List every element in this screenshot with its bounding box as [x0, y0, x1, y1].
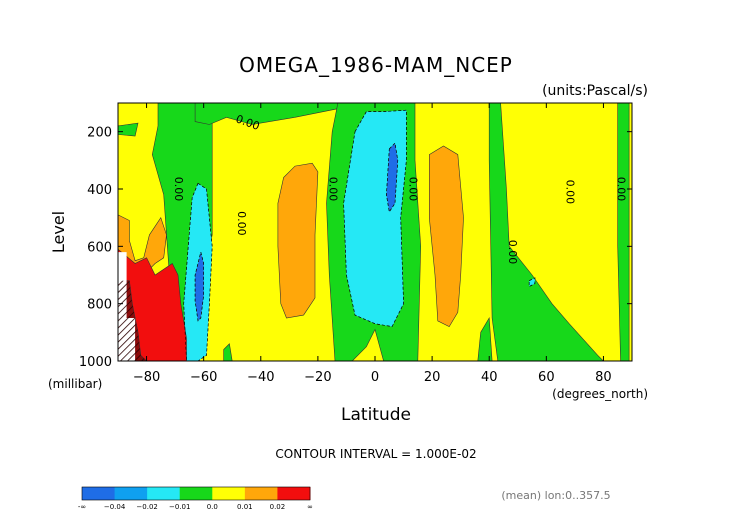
contour-labels: 0.000.000.000.00 0.000.000.00 0.00 — [172, 112, 628, 264]
contour-region — [277, 162, 319, 319]
contour-fill-regions — [118, 103, 632, 361]
contour-label: 0.00 — [615, 177, 628, 202]
x-axis: −80 −60 −40 −20 0 20 40 60 80 — [133, 103, 612, 385]
x-axis-title: Latitude — [341, 405, 411, 425]
units-label: (units:Pascal/s) — [542, 83, 648, 99]
colorbar-swatch — [212, 487, 246, 500]
x-tick-label: 20 — [424, 370, 441, 385]
y-tick-label: 400 — [87, 183, 112, 198]
colorbar-label: -∞ — [78, 503, 86, 511]
y-tick-label: 1000 — [79, 355, 112, 370]
colorbar-label: ∞ — [307, 503, 313, 511]
colorbar-label: −0.02 — [136, 503, 157, 511]
colorbar-frame — [81, 486, 311, 501]
x-tick-label: −80 — [133, 370, 160, 385]
contour-region — [477, 317, 493, 361]
y-axis-title: Level — [49, 211, 68, 253]
negative-contour-lines — [183, 109, 536, 361]
negative-contour-line — [194, 252, 204, 322]
contour-label: 0.00 — [235, 211, 248, 236]
x-tick-label: 80 — [595, 370, 612, 385]
y-tick-label: 200 — [87, 126, 112, 141]
contour-label: 0.00 — [172, 177, 185, 202]
contour-region — [488, 103, 604, 361]
colorbar-swatch — [147, 487, 181, 500]
contour-region — [428, 145, 464, 327]
x-tick-label: −40 — [247, 370, 274, 385]
chart-title: OMEGA_1986-MAM_NCEP — [239, 53, 513, 77]
hatched-region — [118, 280, 147, 361]
contour-region — [223, 343, 233, 361]
contour-region — [617, 103, 630, 361]
footer-text: (mean) lon:0..357.5 — [501, 489, 610, 502]
colorbar-label: 0.02 — [270, 503, 286, 511]
contour-interval-text: CONTOUR INTERVAL = 1.000E-02 — [275, 447, 476, 461]
negative-contour-line — [528, 277, 536, 287]
contour-label: 0.00 — [506, 240, 519, 264]
x-tick-label: 40 — [481, 370, 498, 385]
hatch-overlay — [118, 280, 147, 361]
x-tick-label: −60 — [190, 370, 217, 385]
colorbar-swatch — [179, 487, 213, 500]
colorbar-label: 0.01 — [237, 503, 253, 511]
x-tick-label: 0 — [371, 370, 379, 385]
contour-region — [118, 122, 139, 137]
negative-contour-line — [386, 142, 399, 213]
y-tick-label: 600 — [87, 240, 112, 255]
colorbar-swatch — [244, 487, 278, 500]
y-axis: 200 400 600 800 1000 — [79, 126, 632, 370]
colorbar-swatch — [82, 487, 116, 500]
colorbar: -∞ −0.04 −0.02 −0.01 0.0 0.01 0.02 ∞ — [78, 486, 313, 511]
colorbar-swatch — [114, 487, 148, 500]
negative-contour-line — [343, 109, 407, 327]
y-tick-label: 800 — [87, 298, 112, 313]
colorbar-label: 0.0 — [207, 503, 218, 511]
y-axis-unit: (millibar) — [48, 377, 102, 391]
colorbar-swatch — [277, 487, 311, 500]
contour-label: 0.00 — [326, 177, 339, 202]
contour-label: 0.00 — [563, 180, 576, 205]
x-tick-label: 60 — [538, 370, 555, 385]
contour-label: 0.00 — [406, 177, 419, 202]
x-axis-unit: (degrees_north) — [552, 387, 648, 401]
plot-area — [118, 103, 632, 361]
x-tick-label: −20 — [304, 370, 331, 385]
colorbar-label: −0.04 — [104, 503, 126, 511]
colorbar-label: −0.01 — [169, 503, 190, 511]
